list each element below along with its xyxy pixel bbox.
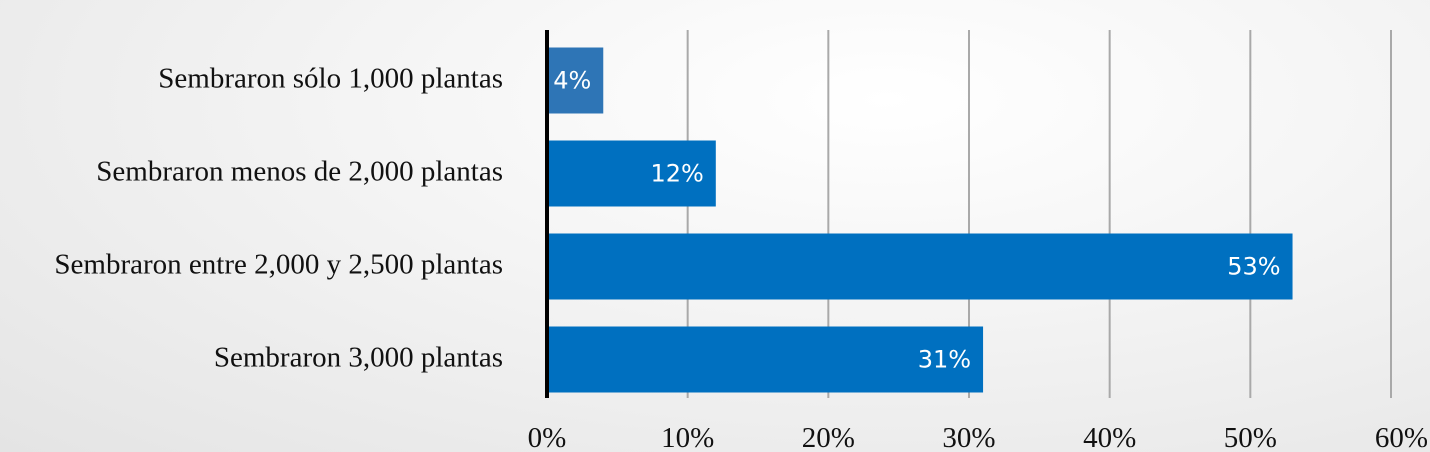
data-label: 12%	[650, 160, 703, 188]
bar	[547, 233, 1293, 300]
category-label: Sembraron menos de 2,000 plantas	[96, 156, 503, 188]
bar	[547, 140, 716, 207]
data-label: 53%	[1227, 253, 1280, 281]
category-label: Sembraron 3,000 plantas	[214, 342, 503, 374]
category-label: Sembraron entre 2,000 y 2,500 plantas	[54, 249, 503, 281]
x-tick-label: 30%	[942, 422, 995, 452]
x-tick-label: 0%	[528, 422, 567, 452]
x-tick-label: 40%	[1083, 422, 1136, 452]
data-label: 4%	[553, 67, 591, 95]
x-tick-label: 20%	[802, 422, 855, 452]
x-tick-label: 10%	[661, 422, 714, 452]
bars: 4% 12% 53% 31%	[547, 47, 1293, 393]
bar	[547, 47, 604, 114]
x-tick-label: 50%	[1224, 422, 1277, 452]
category-label: Sembraron sólo 1,000 plantas	[158, 63, 503, 95]
x-tick-labels: 0% 10% 20% 30% 40% 50% 60%	[528, 422, 1428, 452]
category-labels: Sembraron sólo 1,000 plantas Sembraron me…	[54, 63, 503, 374]
bar	[547, 326, 984, 393]
data-label: 31%	[918, 346, 971, 374]
x-tick-label: 60%	[1375, 422, 1428, 452]
